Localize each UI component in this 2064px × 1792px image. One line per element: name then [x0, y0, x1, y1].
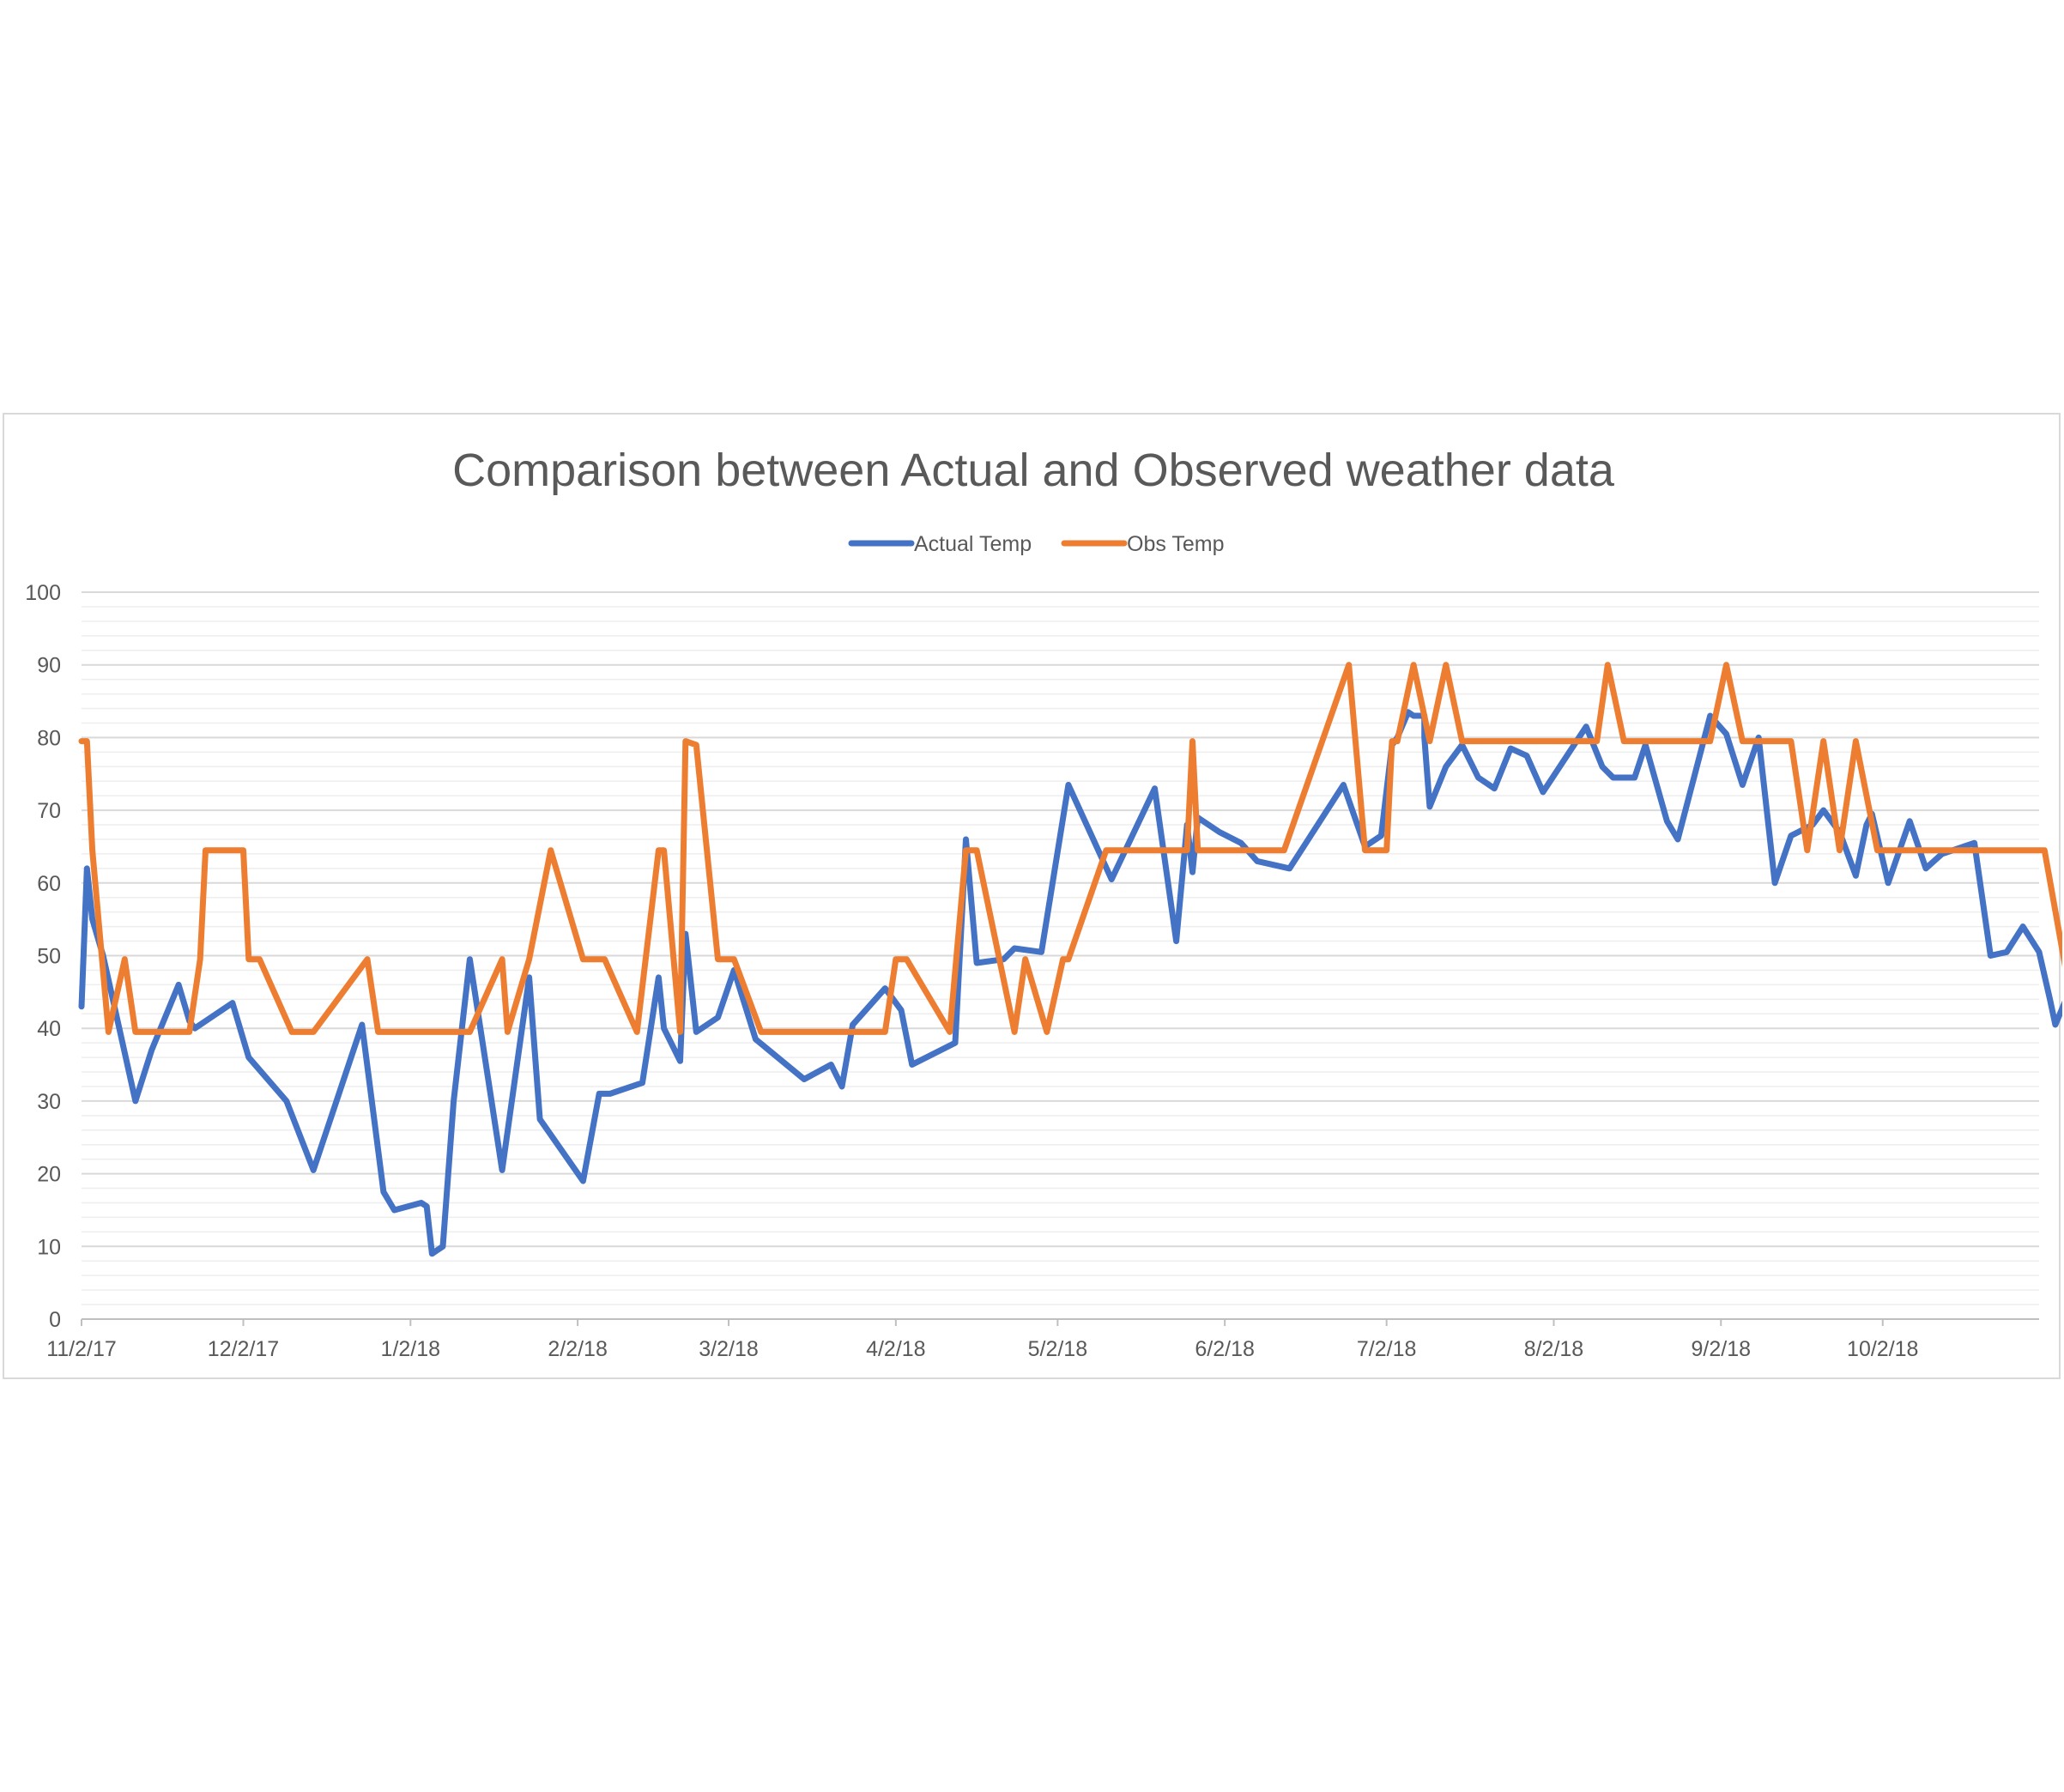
y-tick-label: 80	[37, 726, 61, 750]
series-line-actual-temp	[78, 709, 2062, 1257]
y-tick-label: 20	[37, 1163, 61, 1187]
x-tick-label: 2/2/18	[548, 1337, 608, 1361]
x-axis-ticks: 11/2/17 12/2/17 1/2/18 2/2/18 3/2/18 4/2/18 5/…	[46, 1319, 1918, 1361]
series-line-obs-temp	[78, 662, 2062, 1035]
x-tick-label: 1/2/18	[381, 1337, 441, 1361]
y-tick-label: 60	[37, 872, 61, 896]
x-tick-label: 9/2/18	[1692, 1337, 1752, 1361]
y-tick-label: 50	[37, 945, 61, 969]
x-tick-label: 8/2/18	[1524, 1337, 1584, 1361]
x-tick-label: 10/2/18	[1847, 1337, 1918, 1361]
x-tick-label: 4/2/18	[866, 1337, 926, 1361]
x-tick-label: 11/2/17	[46, 1337, 117, 1361]
x-tick-label: 6/2/18	[1195, 1337, 1255, 1361]
x-tick-label: 7/2/18	[1357, 1337, 1417, 1361]
x-tick-label: 5/2/18	[1028, 1337, 1088, 1361]
chart-svg: Comparison between Actual and Observed w…	[25, 445, 2062, 1361]
y-tick-label: 70	[37, 799, 61, 823]
x-tick-label: 12/2/17	[208, 1337, 279, 1361]
chart-title: Comparison between Actual and Observed w…	[452, 445, 1615, 496]
y-tick-label: 40	[37, 1017, 61, 1041]
legend-label-obs: Obs Temp	[1127, 532, 1224, 556]
y-tick-label: 90	[37, 654, 61, 678]
gridlines	[82, 591, 2039, 1305]
y-axis-ticks: 0 10 20 30 40 50 60 70 80 90 100	[25, 581, 61, 1332]
series-lines	[78, 662, 2062, 1257]
y-tick-label: 30	[37, 1090, 61, 1114]
chart-frame: Comparison between Actual and Observed w…	[3, 413, 2062, 1379]
y-tick-label: 0	[49, 1308, 61, 1332]
legend-label-actual: Actual Temp	[914, 532, 1032, 556]
x-tick-label: 3/2/18	[699, 1337, 759, 1361]
y-tick-label: 10	[37, 1235, 61, 1259]
y-tick-label: 100	[25, 581, 61, 605]
legend: Actual Temp Obs Temp	[848, 532, 1224, 556]
